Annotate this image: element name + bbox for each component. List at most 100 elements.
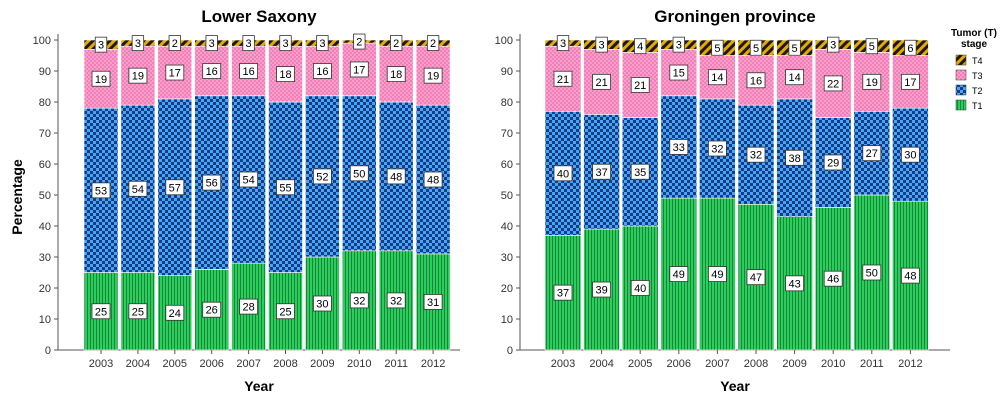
legend-title-line-1: Tumor (T) <box>951 28 997 39</box>
panel-2-data-label-box-t1-2012 <box>901 267 920 284</box>
panel-2-data-label-box-t4-2009 <box>788 39 801 56</box>
panel-1-data-label-box-t1-2012 <box>423 294 443 310</box>
panel-2-data-label-t2-2010: 29 <box>827 157 839 169</box>
panel-1-data-label-t3-2003: 19 <box>95 74 107 86</box>
panel-1-data-label-t2-2011: 48 <box>390 171 402 183</box>
panel-1-data-label-t1-2012: 31 <box>427 297 439 309</box>
panel-1-data-label-box-t2-2007 <box>239 171 259 188</box>
panel-1-data-label-box-t2-2004 <box>128 180 148 197</box>
panel-1-data-label-box-t1-2005 <box>165 304 185 321</box>
y-axis-title: Percentage <box>9 159 25 235</box>
panel-2-data-label-t1-2003: 37 <box>557 288 569 300</box>
panel-2-data-label-box-t1-2005 <box>630 280 650 296</box>
panel-1-data-label-t2-2010: 50 <box>353 168 365 180</box>
panel-2-data-label-box-t1-2007 <box>708 266 727 282</box>
panel-1-data-label-box-t1-2003 <box>91 303 111 320</box>
panel-2-data-label-box-t4-2008 <box>749 39 763 56</box>
panel-2-y-tick-label: 70 <box>501 128 513 140</box>
panel-1-data-label-box-t2-2010 <box>349 165 369 182</box>
panel-1-x-tick-label-2011: 2011 <box>384 358 408 370</box>
panel-1-data-label-box-t3-2012 <box>423 67 443 84</box>
panel-1-data-label-box-t2-2008 <box>276 179 295 196</box>
legend-swatch-t1 <box>955 99 967 111</box>
panel-2-data-label-t4-2009: 5 <box>792 43 798 55</box>
panel-1-data-label-box-t2-2006 <box>202 174 222 191</box>
panel-2-data-label-t3-2010: 22 <box>827 78 839 90</box>
panel-2-data-label-box-t3-2010 <box>823 75 843 92</box>
panel-1-data-label-t4-2009: 3 <box>319 38 325 50</box>
legend-label-t2: T2 <box>972 86 983 96</box>
panel-2-x-tick-label-2004: 2004 <box>589 358 613 370</box>
panel-2-data-label-box-t3-2004 <box>592 73 611 90</box>
panel-1-x-tick-label-2009: 2009 <box>310 358 334 370</box>
panel-1-data-label-box-t2-2009 <box>312 168 332 185</box>
panel-1-y-tick-label: 30 <box>39 252 51 264</box>
panel-2-data-label-box-t1-2003 <box>553 284 573 301</box>
panel-2-data-label-t2-2005: 35 <box>634 167 646 179</box>
panel-2-x-tick-label-2009: 2009 <box>782 358 806 370</box>
panel-2-plot: 0 10 20 30 40 50 60 70 80 90 100 37 40 21 3 2003 39 37 21 3… <box>495 34 950 370</box>
panel-1-y-tick-label: 50 <box>39 190 51 202</box>
panel-1-data-label-box-t4-2004 <box>131 35 145 51</box>
panel-2-data-label-t2-2009: 38 <box>788 153 800 165</box>
panel-2-data-label-t3-2011: 19 <box>866 77 878 89</box>
panel-1-data-label-t4-2005: 2 <box>172 38 178 50</box>
panel-1-y-tick-label: 90 <box>39 66 51 78</box>
panel-1-data-label-t3-2006: 16 <box>206 66 218 78</box>
panel-1-data-label-t2-2007: 54 <box>242 175 254 187</box>
legend-label-t4: T4 <box>972 56 983 66</box>
panel-1-data-label-t4-2012: 2 <box>430 38 436 50</box>
panel-2-x-tick-label-2011: 2011 <box>860 358 884 370</box>
panel-2-data-label-t3-2005: 21 <box>634 80 646 92</box>
panel-2-title: Groningen province <box>654 7 816 26</box>
panel-2-data-label-t2-2007: 32 <box>711 144 723 156</box>
panel-2-data-label-t3-2006: 15 <box>673 68 685 80</box>
panel-1-x-tick-label-2007: 2007 <box>236 358 260 370</box>
legend-swatch-t4 <box>955 54 967 66</box>
panel-1-x-tick-label-2004: 2004 <box>126 358 150 370</box>
panel-2-y-tick-label: 80 <box>501 97 513 109</box>
panel-2-data-label-t4-2011: 5 <box>869 41 875 53</box>
legend-entry-t1: T1 <box>955 99 983 111</box>
panel-1-data-label-box-t4-2006 <box>205 35 218 51</box>
panel-2-data-label-box-t4-2004 <box>595 36 608 53</box>
panel-2-data-label-box-t3-2009 <box>785 69 804 86</box>
panel-2-x-tick-label-2010: 2010 <box>821 358 845 370</box>
panel-2-data-label-t3-2009: 14 <box>788 72 800 84</box>
panel-1-x-axis-title: Year <box>244 378 274 394</box>
panel-1-y-tick-label: 40 <box>39 221 51 233</box>
panel-2-data-label-box-t4-2007 <box>711 39 724 56</box>
panel-1-data-label-box-t3-2008 <box>276 66 295 82</box>
panel-1-title: Lower Saxony <box>201 7 317 26</box>
panel-2-data-label-t2-2008: 32 <box>750 150 762 162</box>
panel-2-data-label-t2-2012: 30 <box>904 150 916 162</box>
panel-2-x-tick-label-2003: 2003 <box>551 358 575 370</box>
panel-1-data-label-t1-2008: 25 <box>279 306 291 318</box>
panel-2-data-label-t4-2006: 3 <box>676 40 682 52</box>
panel-2-x-tick-label-2008: 2008 <box>744 358 768 370</box>
panel-2-data-label-t2-2006: 33 <box>673 142 685 154</box>
panel-2-data-label-t2-2003: 40 <box>557 168 569 180</box>
panel-2-data-label-t4-2005: 4 <box>637 41 643 53</box>
legend-entry-t2: T2 <box>955 84 983 96</box>
panel-2-data-label-box-t4-2005 <box>634 38 647 55</box>
panel-2-data-label-t4-2003: 3 <box>560 38 566 50</box>
panel-1-data-label-box-t3-2009 <box>312 63 332 79</box>
panel-2-x-tick-label-2012: 2012 <box>898 358 922 370</box>
panel-1-data-label-box-t3-2011 <box>386 66 406 82</box>
panel-2-data-label-t1-2005: 40 <box>634 283 646 295</box>
panel-1-x-tick-label-2006: 2006 <box>199 358 223 370</box>
panel-2-y-tick-label: 30 <box>501 252 513 264</box>
panel-2-data-label-box-t2-2006 <box>669 139 689 155</box>
panel-2-data-label-t4-2004: 3 <box>599 40 605 52</box>
panel-1-y-tick-label: 80 <box>39 97 51 109</box>
panel-2-data-label-box-t2-2003 <box>553 165 573 182</box>
panel-1-data-label-t2-2005: 57 <box>169 182 181 194</box>
panel-2-data-label-box-t2-2010 <box>823 154 843 171</box>
panel-1-data-label-box-t4-2008 <box>279 35 292 51</box>
panel-2-data-label-t4-2010: 3 <box>830 40 836 52</box>
panel-2-data-label-box-t4-2003 <box>556 35 570 51</box>
legend-swatch-t3 <box>955 69 967 81</box>
panel-2-data-label-box-t1-2009 <box>785 275 804 292</box>
